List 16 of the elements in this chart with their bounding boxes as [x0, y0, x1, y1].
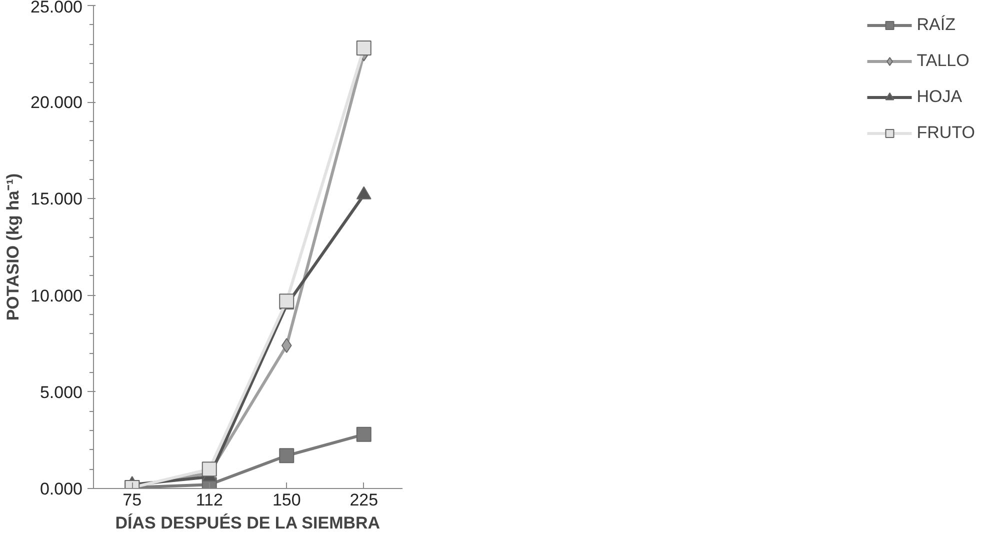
y-tick-label: 20.000 [30, 93, 83, 112]
y-axis-title: POTASIO (kg ha⁻¹) [4, 173, 23, 321]
y-tick-label: 15.000 [30, 190, 83, 209]
x-tick-label: 75 [122, 490, 142, 510]
x-tick-label: 150 [272, 490, 301, 510]
y-tick-label: 25.000 [30, 0, 83, 16]
x-axis-title: DÍAS DESPUÉS DE LA SIEMBRA [115, 512, 380, 532]
x-tick-label: 225 [350, 490, 378, 510]
legend-label: HOJA [916, 87, 962, 107]
y-tick-label: 0.000 [40, 480, 83, 498]
y-tick-label: 5.000 [40, 382, 83, 402]
y-tick-label: 10.000 [30, 286, 83, 306]
legend-label: FRUTO [916, 123, 975, 143]
x-tick-label: 112 [196, 490, 223, 510]
legend-label: RAÍZ [916, 15, 956, 35]
legend-label: TALLO [916, 51, 970, 71]
